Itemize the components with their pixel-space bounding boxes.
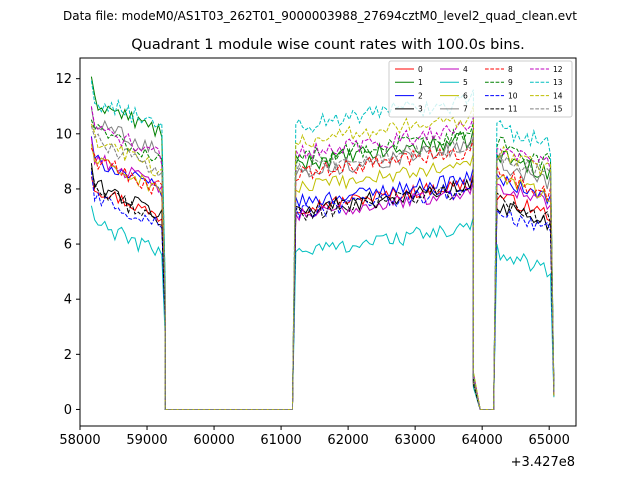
chart-title: Quadrant 1 module wise count rates with … <box>131 37 525 53</box>
suptitle: Data file: modeM0/AS1T03_262T01_90000039… <box>63 9 577 23</box>
legend-label-4: 4 <box>463 65 468 74</box>
x-tick-label: 59000 <box>126 433 167 448</box>
legend-label-13: 13 <box>553 78 563 87</box>
series-line-10 <box>90 171 555 410</box>
x-tick-label: 65000 <box>529 433 570 448</box>
legend-label-12: 12 <box>553 65 563 74</box>
x-tick-label: 58000 <box>59 433 100 448</box>
legend-label-9: 9 <box>508 78 513 87</box>
legend-label-5: 5 <box>463 78 468 87</box>
plot-frame <box>79 57 577 427</box>
x-tick-label: 61000 <box>260 433 301 448</box>
legend-label-11: 11 <box>508 105 518 114</box>
legend-label-0: 0 <box>418 65 423 74</box>
legend-label-6: 6 <box>463 91 468 100</box>
x-tick-label: 60000 <box>193 433 234 448</box>
legend-label-8: 8 <box>508 65 513 74</box>
legend-label-15: 15 <box>553 105 563 114</box>
y-tick-label: 10 <box>55 127 72 142</box>
legend-label-7: 7 <box>463 105 468 114</box>
x-tick-label: 63000 <box>394 433 435 448</box>
y-tick-label: 6 <box>64 238 72 253</box>
series-line-8 <box>90 139 555 410</box>
legend-label-1: 1 <box>418 78 423 87</box>
legend-label-3: 3 <box>418 105 423 114</box>
x-offset-label: +3.427e8 <box>511 455 575 470</box>
legend-label-14: 14 <box>553 91 563 100</box>
y-axis: 0 2 4 6 8 10 12 <box>55 72 80 418</box>
legend-label-10: 10 <box>508 91 518 100</box>
x-tick-label: 62000 <box>327 433 368 448</box>
x-axis: 58000 59000 60000 61000 62000 63000 64000 65000 <box>59 426 570 448</box>
legend-label-2: 2 <box>418 91 423 100</box>
series-line-12 <box>90 106 555 410</box>
y-tick-label: 8 <box>64 182 72 197</box>
y-tick-label: 12 <box>55 72 72 87</box>
legend-frame <box>388 60 573 118</box>
x-tick-label: 64000 <box>461 433 502 448</box>
y-tick-label: 2 <box>64 348 72 363</box>
y-tick-label: 0 <box>64 403 72 418</box>
series-lines <box>90 76 555 410</box>
series-line-14 <box>90 106 555 410</box>
y-tick-label: 4 <box>64 293 72 308</box>
series-line-15 <box>90 125 555 410</box>
